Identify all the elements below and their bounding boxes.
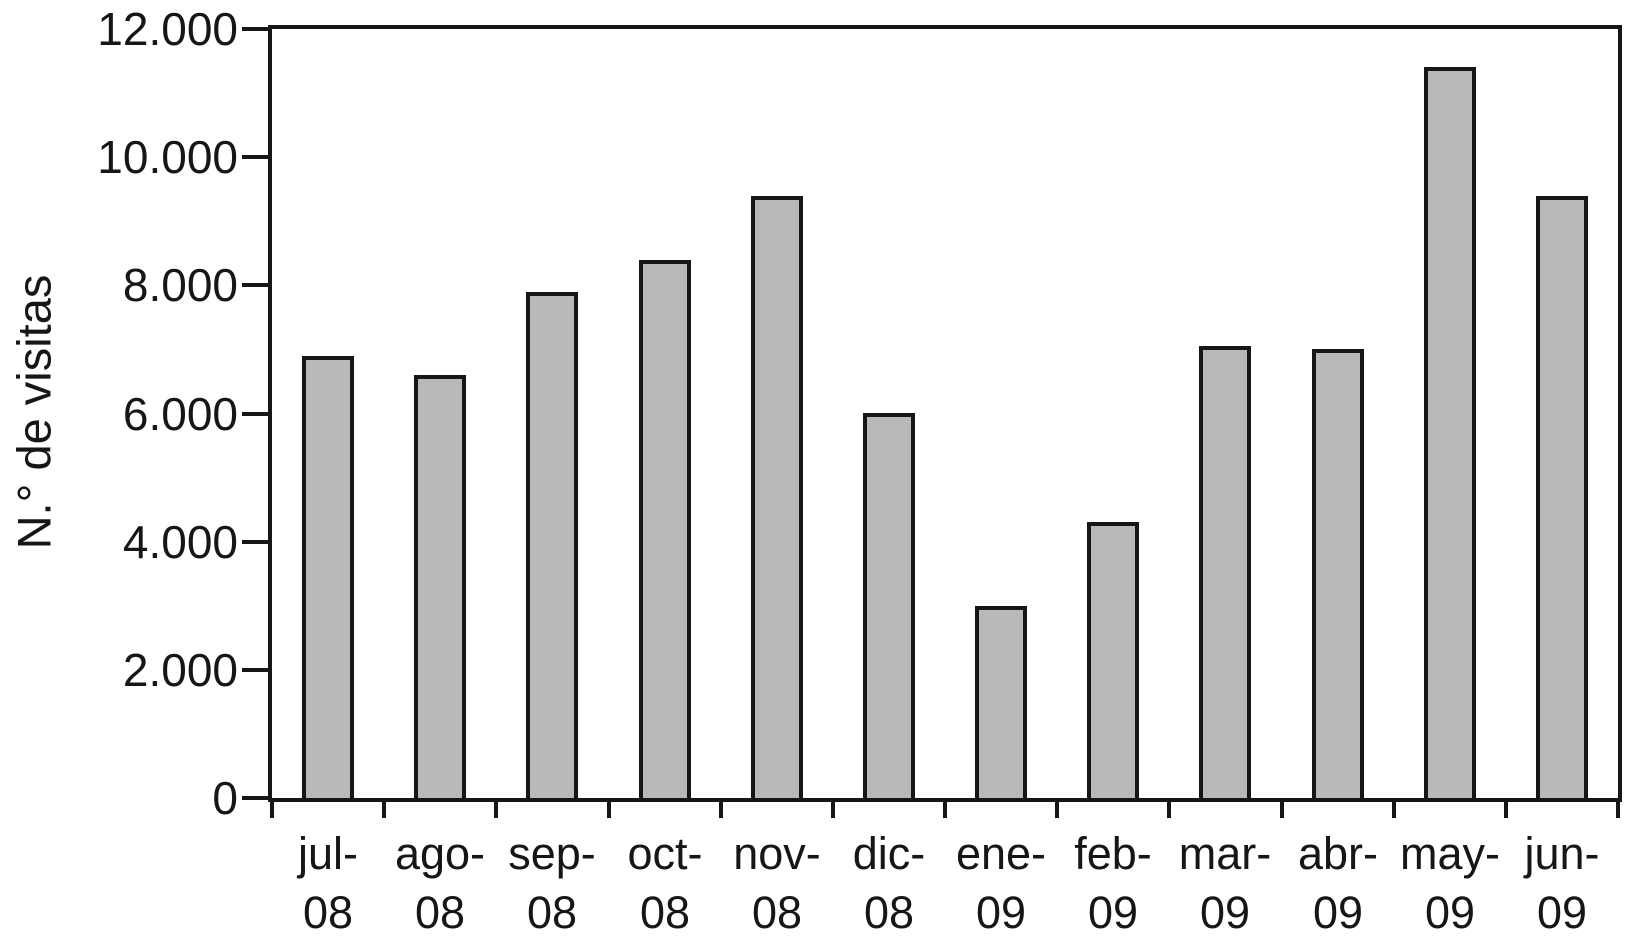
x-tick-label-line2: 08 — [526, 887, 578, 938]
x-tick-label-line1: jun- — [1524, 828, 1600, 879]
x-tick-label-sep-08: sep- 08 — [467, 824, 637, 942]
y-axis-tick — [242, 796, 268, 800]
x-tick-label-line2: 09 — [975, 887, 1027, 938]
bar-sep-08 — [526, 292, 578, 798]
x-tick-label-jul-08: jul- 08 — [243, 824, 413, 942]
bar-jun-09 — [1536, 196, 1588, 798]
x-tick-label-nov-08: nov- 08 — [692, 824, 862, 942]
x-axis-tick — [1167, 798, 1171, 818]
x-tick-label-feb-09: feb- 09 — [1028, 824, 1198, 942]
bar-jul-08 — [302, 356, 354, 798]
x-axis-tick — [1055, 798, 1059, 818]
x-tick-label-line2: 08 — [302, 887, 354, 938]
x-axis-tick — [270, 798, 274, 818]
x-tick-label-line2: 08 — [751, 887, 803, 938]
y-axis-tick — [242, 668, 268, 672]
plot-area — [268, 25, 1622, 802]
x-tick-label-line1: nov- — [733, 828, 821, 879]
x-axis-tick — [719, 798, 723, 818]
x-tick-label-line2: 09 — [1199, 887, 1251, 938]
y-tick-label: 6.000 — [122, 388, 238, 440]
x-tick-label-line2: 09 — [1087, 887, 1139, 938]
x-axis-tick — [1616, 798, 1620, 818]
x-tick-label-abr-09: abr- 09 — [1253, 824, 1423, 942]
x-tick-label-line2: 09 — [1536, 887, 1588, 938]
bar-feb-09 — [1087, 522, 1139, 798]
y-tick-label: 10.000 — [97, 131, 238, 183]
x-tick-label-mar-09: mar- 09 — [1140, 824, 1310, 942]
y-tick-label: 0 — [212, 772, 238, 824]
x-tick-label-line1: feb- — [1074, 828, 1152, 879]
x-tick-label-line1: ene- — [955, 828, 1047, 879]
x-tick-label-line1: may- — [1400, 828, 1500, 879]
x-tick-label-line1: sep- — [508, 828, 596, 879]
x-axis-tick — [831, 798, 835, 818]
x-axis-tick — [1392, 798, 1396, 818]
bar-abr-09 — [1312, 349, 1364, 798]
x-tick-label-may-09: may- 09 — [1365, 824, 1535, 942]
y-axis-tick — [242, 412, 268, 416]
bar-ene-09 — [975, 606, 1027, 798]
x-axis-tick — [943, 798, 947, 818]
x-axis-tick — [1280, 798, 1284, 818]
x-tick-label-line1: dic- — [852, 828, 926, 879]
x-tick-label-line2: 09 — [1312, 887, 1364, 938]
x-tick-label-line1: abr- — [1297, 828, 1379, 879]
y-tick-label: 4.000 — [122, 516, 238, 568]
x-axis-tick — [607, 798, 611, 818]
x-axis-tick — [382, 798, 386, 818]
x-axis-tick — [494, 798, 498, 818]
bar-ago-08 — [414, 375, 466, 798]
bar-mar-09 — [1199, 346, 1251, 798]
y-tick-label: 8.000 — [122, 259, 238, 311]
bar-may-09 — [1424, 67, 1476, 798]
bar-oct-08 — [639, 260, 691, 798]
bar-dic-08 — [863, 413, 915, 798]
x-tick-label-line2: 08 — [639, 887, 691, 938]
y-axis-tick — [242, 27, 268, 31]
y-axis-tick — [242, 540, 268, 544]
x-tick-label-line2: 08 — [414, 887, 466, 938]
x-tick-label-line2: 08 — [863, 887, 915, 938]
bar-nov-08 — [751, 196, 803, 798]
y-axis-tick — [242, 283, 268, 287]
x-tick-label-jun-09: jun- 09 — [1477, 824, 1625, 942]
x-tick-label-ago-08: ago- 08 — [355, 824, 525, 942]
x-tick-label-line1: mar- — [1178, 828, 1272, 879]
x-tick-label-line1: ago- — [394, 828, 486, 879]
x-tick-label-line1: jul- — [297, 828, 358, 879]
y-tick-label: 2.000 — [122, 644, 238, 696]
x-tick-label-line2: 09 — [1424, 887, 1476, 938]
x-tick-label-ene-09: ene- 09 — [916, 824, 1086, 942]
y-axis-tick — [242, 155, 268, 159]
x-tick-label-oct-08: oct- 08 — [580, 824, 750, 942]
y-tick-label: 12.000 — [97, 3, 238, 55]
x-tick-label-line1: oct- — [627, 828, 703, 879]
x-tick-label-dic-08: dic- 08 — [804, 824, 974, 942]
x-axis-tick — [1504, 798, 1508, 818]
